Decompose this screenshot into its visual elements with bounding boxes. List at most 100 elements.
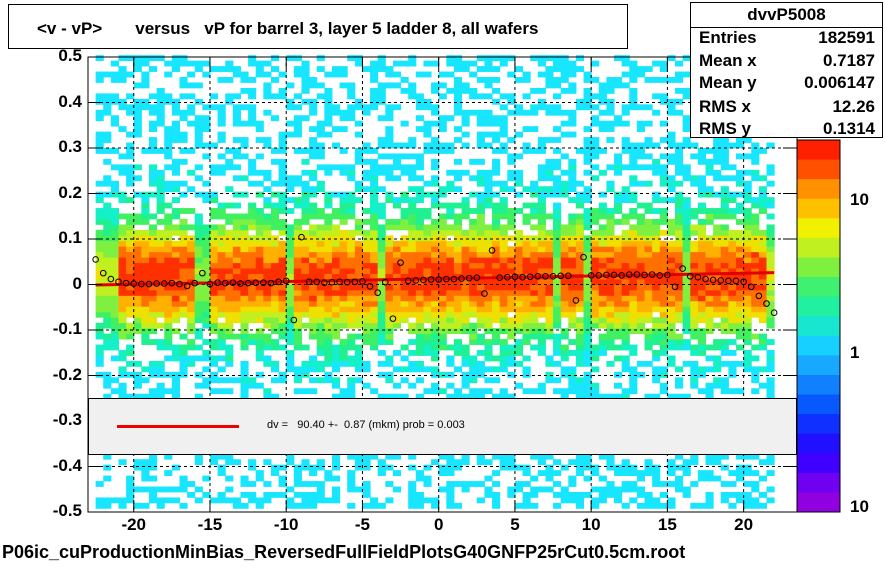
heatmap-cell: [408, 240, 417, 247]
heatmap-cell: [598, 453, 607, 460]
heatmap-cell: [217, 497, 226, 504]
heatmap-cell: [591, 388, 600, 395]
heatmap-cell: [347, 82, 356, 89]
heatmap-cell: [95, 328, 104, 335]
heatmap-cell: [431, 120, 440, 127]
heatmap-cell: [202, 300, 211, 307]
heatmap-cell: [514, 481, 524, 487]
heatmap-cell: [179, 229, 188, 236]
heatmap-cell: [331, 333, 341, 340]
heatmap-cell: [156, 104, 165, 111]
heatmap-cell: [598, 268, 607, 274]
heatmap-cell: [690, 453, 699, 460]
heatmap-cell: [156, 246, 165, 253]
heatmap-cell: [636, 371, 646, 378]
heatmap-cell: [583, 284, 592, 291]
heatmap-cell: [377, 137, 386, 143]
heatmap-cell: [545, 284, 554, 291]
heatmap-cell: [682, 213, 691, 220]
heatmap-cell: [278, 71, 287, 78]
heatmap-cell: [636, 306, 646, 313]
heatmap-cell: [636, 229, 646, 236]
heatmap-cell: [431, 497, 440, 504]
heatmap-cell: [705, 257, 714, 264]
y-tick-label: 0.2: [58, 182, 82, 202]
heatmap-cell: [469, 60, 478, 67]
heatmap-cell: [148, 393, 158, 400]
heatmap-cell: [316, 180, 325, 187]
heatmap-cell: [492, 87, 501, 94]
heatmap-cell: [110, 213, 119, 220]
profile-point: [641, 271, 648, 279]
heatmap-cell: [370, 502, 379, 509]
heatmap-cell: [766, 240, 775, 247]
heatmap-cell: [476, 218, 485, 225]
profile-point: [397, 259, 404, 266]
heatmap-cell: [278, 208, 287, 214]
heatmap-cell: [431, 371, 440, 378]
heatmap-cell: [507, 257, 516, 264]
heatmap-cell: [377, 224, 386, 231]
heatmap-cell: [209, 251, 219, 258]
heatmap-cell: [400, 164, 409, 171]
heatmap-cell: [682, 240, 691, 247]
heatmap-cell: [423, 289, 432, 296]
heatmap-cell: [736, 137, 745, 143]
heatmap-cell: [766, 251, 775, 258]
heatmap-cell: [164, 284, 173, 291]
heatmap-cell: [179, 240, 188, 247]
heatmap-cell: [270, 311, 280, 318]
heatmap-cell: [644, 360, 653, 367]
profile-point: [587, 272, 595, 279]
heatmap-cell: [95, 191, 104, 198]
heatmap-cell: [118, 191, 127, 198]
heatmap-cell: [484, 262, 493, 269]
heatmap-cell: [675, 71, 684, 78]
heatmap-cell: [720, 197, 729, 203]
heatmap-cell: [171, 131, 180, 138]
heatmap-cell: [240, 306, 249, 313]
heatmap-cell: [354, 459, 363, 466]
heatmap-cell: [453, 60, 463, 67]
heatmap-cell: [339, 82, 348, 89]
heatmap-cell: [354, 186, 363, 193]
heatmap-cell: [126, 333, 135, 340]
heatmap-cell: [553, 104, 562, 111]
heatmap-cell: [423, 60, 432, 67]
heatmap-cell: [438, 486, 447, 493]
heatmap-cell: [118, 126, 127, 133]
heatmap-cell: [431, 251, 440, 258]
heatmap-cell: [225, 158, 234, 165]
heatmap-cell: [553, 235, 562, 242]
heatmap-cell: [126, 268, 135, 274]
heatmap-cell: [316, 186, 325, 193]
heatmap-cell: [370, 262, 379, 269]
heatmap-cell: [232, 333, 241, 340]
heatmap-cell: [347, 322, 356, 329]
profile-point: [160, 280, 168, 287]
heatmap-cell: [331, 262, 341, 269]
heatmap-cell: [126, 273, 135, 280]
heatmap-cell: [339, 257, 348, 264]
heatmap-cell: [248, 300, 257, 307]
heatmap-cell: [644, 142, 653, 149]
heatmap-cell: [126, 262, 135, 269]
heatmap-cell: [141, 311, 150, 318]
heatmap-cell: [766, 393, 775, 400]
heatmap-cell: [377, 60, 386, 67]
heatmap-cell: [385, 71, 394, 78]
heatmap-cell: [598, 497, 607, 504]
heatmap-cell: [156, 257, 165, 264]
heatmap-cell: [286, 350, 295, 356]
heatmap-cell: [232, 284, 241, 291]
heatmap-cell: [232, 262, 241, 269]
heatmap-cell: [690, 350, 699, 356]
heatmap-cell: [171, 55, 180, 62]
heatmap-cell: [667, 284, 676, 291]
heatmap-cell: [370, 268, 379, 274]
heatmap-cell: [148, 311, 158, 318]
heatmap-cell: [629, 470, 638, 476]
heatmap-cell: [690, 360, 699, 367]
heatmap-cell: [324, 360, 333, 367]
heatmap-cell: [370, 257, 379, 264]
